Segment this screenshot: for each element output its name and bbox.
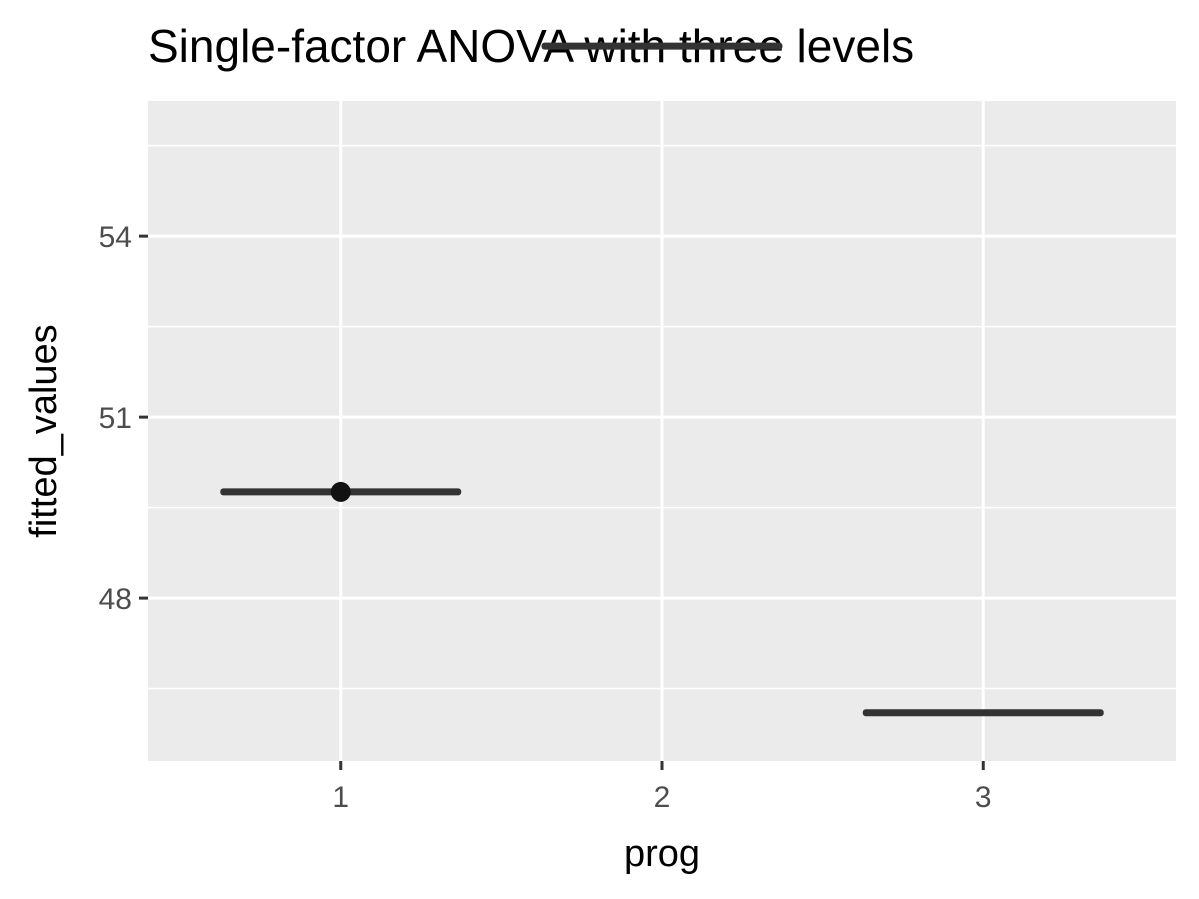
x-tick-label: 3 <box>975 781 992 814</box>
box-median-line <box>862 709 1104 717</box>
y-tick-label: 48 <box>99 583 132 616</box>
outlier-point <box>330 481 351 502</box>
y-tick-label: 51 <box>99 402 132 435</box>
x-tick-label: 2 <box>654 781 671 814</box>
axes: 48 51 54 1 2 3 <box>99 221 992 814</box>
grid-lines <box>148 101 1176 761</box>
data-marks <box>220 42 1104 717</box>
y-tick-label: 54 <box>99 221 132 254</box>
box-median-line <box>541 42 783 50</box>
x-tick-label: 1 <box>332 781 349 814</box>
y-axis-title: fitted_values <box>23 324 65 537</box>
chart-title: Single-factor ANOVA with three levels <box>148 20 914 72</box>
x-axis-title: prog <box>624 833 700 875</box>
